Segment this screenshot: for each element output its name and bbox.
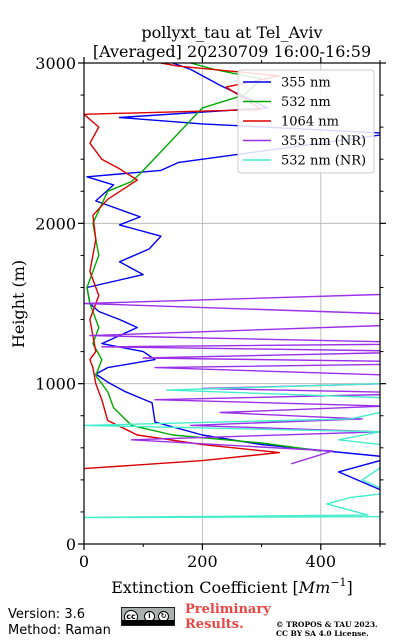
series-line-3 bbox=[84, 63, 281, 470]
y-axis-label: Height (m) bbox=[9, 260, 28, 348]
legend-label-1: 355 nm bbox=[281, 76, 331, 91]
series-line-5 bbox=[84, 383, 380, 519]
plot-frame bbox=[83, 62, 381, 545]
cc-license-logo: cc i ↻ bbox=[121, 607, 175, 626]
legend-label-5: 532 nm (NR) bbox=[281, 154, 366, 169]
legend-label-3: 1064 nm bbox=[281, 115, 339, 130]
preliminary-notice: Preliminary Results. bbox=[185, 602, 271, 632]
y-tick-label: 3000 bbox=[35, 54, 76, 73]
x-axis-label: Extinction Coefficient [Mm−1] bbox=[111, 576, 353, 597]
x-tick-label: 0 bbox=[79, 552, 89, 571]
extinction-profile-chart: 0 200 400 0 1000 2000 3000 pollyxt_tau at Tel_… bbox=[9, 23, 386, 597]
legend: 355 nm 532 nm 1064 nm 355 nm (NR) 532 nm (NR… bbox=[237, 69, 375, 174]
copyright-line2: CC BY SA 4.0 License. bbox=[276, 629, 369, 638]
axis-ticks bbox=[78, 57, 386, 550]
legend-label-2: 532 nm bbox=[281, 95, 331, 110]
footer-info: Version: 3.6 Method: Raman bbox=[8, 607, 111, 639]
method-text: Method: Raman bbox=[8, 623, 111, 638]
series-line-4 bbox=[84, 293, 380, 465]
y-tick-label: 0 bbox=[66, 535, 76, 554]
chart-title-line2: [Averaged] 20230709 16:00-16:59 bbox=[93, 42, 371, 61]
x-tick-label: 400 bbox=[306, 552, 337, 571]
preliminary-line2: Results. bbox=[185, 617, 244, 632]
version-text: Version: 3.6 bbox=[8, 607, 85, 622]
copyright-notice: © TROPOS & TAU 2023. CC BY SA 4.0 Licens… bbox=[276, 620, 378, 638]
x-tick-label: 200 bbox=[187, 552, 218, 571]
copyright-line1: © TROPOS & TAU 2023. bbox=[276, 620, 378, 629]
legend-label-4: 355 nm (NR) bbox=[281, 134, 366, 149]
chart-title-line1: pollyxt_tau at Tel_Aviv bbox=[141, 23, 322, 42]
y-tick-label: 1000 bbox=[35, 375, 76, 394]
legend-box bbox=[237, 69, 375, 174]
series-line-2 bbox=[86, 63, 321, 452]
preliminary-line1: Preliminary bbox=[185, 602, 271, 617]
tick-labels: 0 200 400 0 1000 2000 3000 bbox=[35, 54, 336, 571]
y-tick-label: 2000 bbox=[35, 214, 76, 233]
